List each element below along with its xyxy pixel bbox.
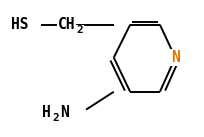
Text: N: N xyxy=(60,105,69,120)
Text: CH: CH xyxy=(57,17,74,32)
Text: 2: 2 xyxy=(76,25,83,35)
Text: N: N xyxy=(170,50,179,65)
Text: 2: 2 xyxy=(52,113,59,123)
Text: HS: HS xyxy=(11,17,29,32)
Text: H: H xyxy=(42,105,51,120)
